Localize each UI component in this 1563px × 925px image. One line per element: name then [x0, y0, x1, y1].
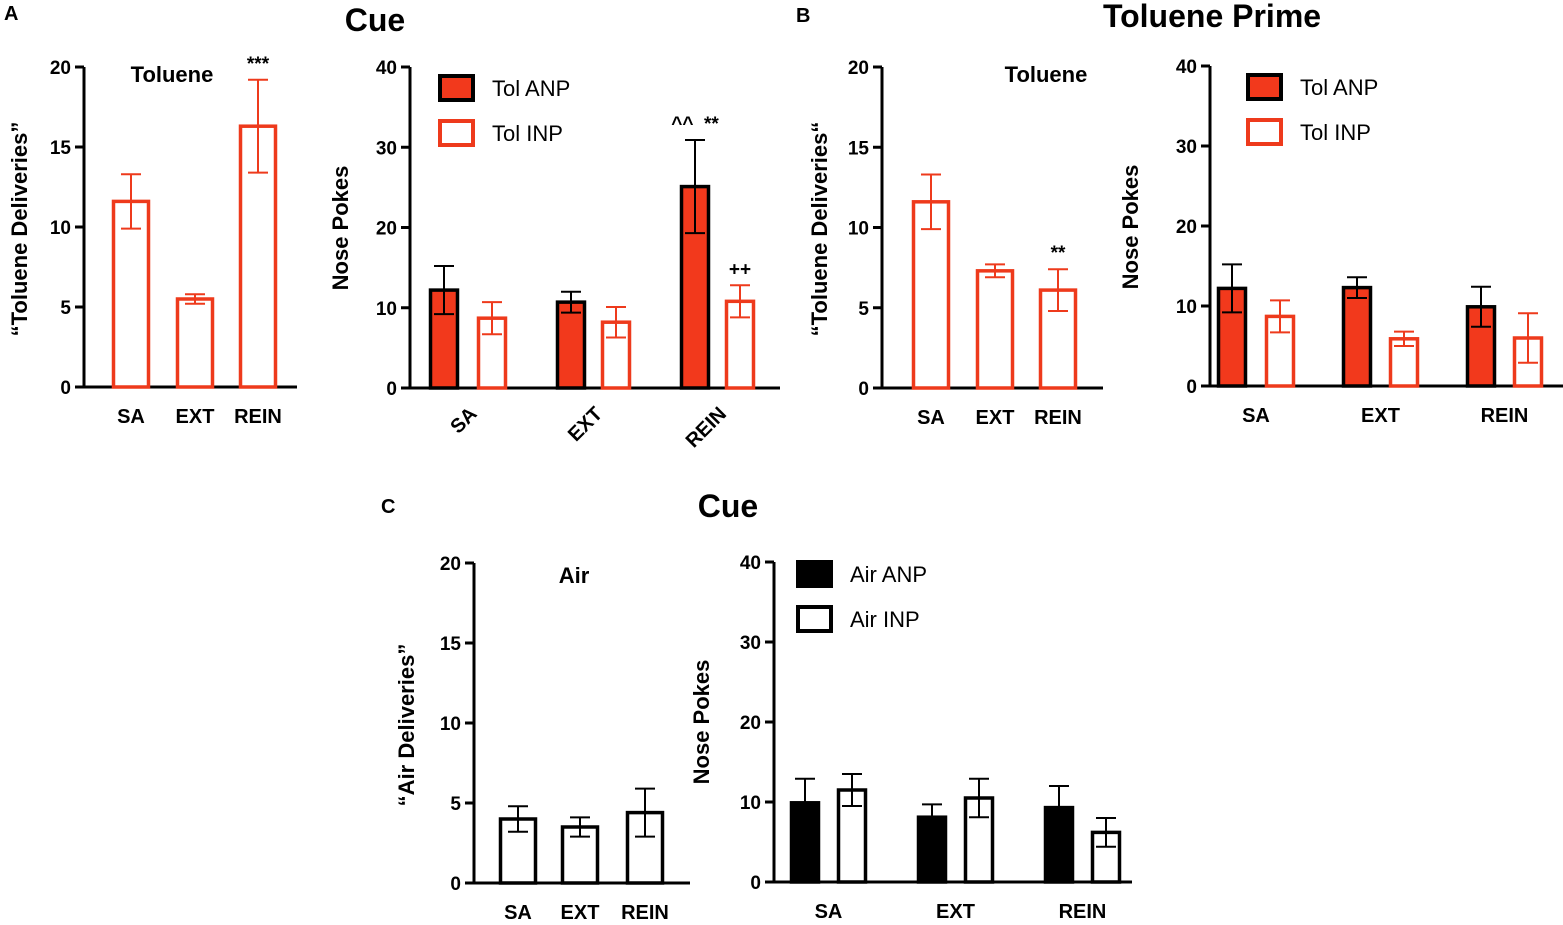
y-tick-label: 10: [740, 793, 761, 814]
x-category-label: EXT: [936, 901, 975, 923]
bar-tol-anp: [1341, 285, 1373, 388]
x-category-label: REIN: [1481, 405, 1529, 427]
bar-tol-anp: [555, 300, 587, 390]
y-tick-label: 10: [440, 714, 461, 735]
x-category-label: SA: [815, 901, 843, 923]
bar-toluene: [175, 297, 215, 389]
bar-toluene: [111, 199, 151, 389]
y-tick-label: 30: [740, 633, 761, 654]
y-tick-label: 40: [1176, 57, 1197, 78]
legend-swatch: [1246, 118, 1283, 146]
y-tick-label: 0: [60, 378, 71, 399]
y-tick-label: 20: [440, 554, 461, 575]
x-category-label: SA: [446, 403, 481, 438]
significance-annotation: ***: [247, 54, 270, 75]
y-tick-label: 10: [50, 218, 71, 239]
group-title-c: Cue: [698, 488, 758, 524]
x-category-label: REIN: [1059, 901, 1107, 923]
y-tick-label: 15: [848, 138, 870, 159]
y-tick-label: 0: [858, 379, 869, 400]
chart-c1: 0 5 10 15 20 “Air Deliveries” Air SA EXT REIN: [394, 554, 690, 924]
y-tick-label: 40: [740, 553, 761, 574]
x-category-label: REIN: [234, 406, 282, 428]
y-tick-label: 0: [750, 873, 761, 894]
y-tick-label: 20: [1176, 217, 1197, 238]
y-axis-label: “Toluene Deliveries“: [807, 122, 832, 337]
legend-label: Tol INP: [492, 121, 563, 146]
chart-title: Air: [559, 563, 590, 588]
x-category-label: EXT: [976, 407, 1015, 429]
significance-annotation: ^^ **: [671, 114, 719, 135]
group-title-b: Toluene Prime: [1103, 0, 1321, 34]
y-tick-label: 10: [376, 299, 397, 320]
y-tick-label: 30: [376, 138, 397, 159]
group-title-a: Cue: [345, 2, 405, 38]
y-tick-label: 20: [376, 219, 397, 240]
chart-title: Toluene: [131, 62, 214, 87]
bar-toluene: [975, 269, 1015, 390]
legend-label: Tol INP: [1300, 120, 1371, 145]
charts-layer: 0 5 10 15 20 “Toluene Deliveries” Toluene SA EXT…: [7, 54, 1563, 924]
y-axis-label: “Air Deliveries”: [394, 644, 419, 807]
y-tick-label: 5: [60, 298, 71, 319]
y-tick-label: 10: [848, 219, 869, 240]
x-category-label: SA: [917, 407, 945, 429]
x-category-label: SA: [504, 902, 532, 924]
y-axis-label: Nose Pokes: [1118, 165, 1143, 290]
legend-label: Air ANP: [850, 562, 927, 587]
y-tick-label: 20: [740, 713, 761, 734]
chart-b1: 0 5 10 15 20 “Toluene Deliveries“ Toluene SA EXT…: [807, 58, 1103, 429]
significance-annotation: **: [1051, 243, 1066, 264]
y-tick-label: 40: [376, 58, 397, 79]
y-tick-label: 20: [50, 58, 71, 79]
legend-swatch: [438, 119, 475, 147]
legend-swatch: [796, 605, 833, 633]
legend-swatch: [438, 74, 475, 102]
legend-label: Air INP: [850, 607, 920, 632]
chart-a2: 0 10 20 30 40 Nose Pokes SA EXT REIN ^^ ** ++ Tol A…: [328, 58, 780, 452]
y-tick-label: 0: [450, 874, 461, 895]
y-axis-label: Nose Pokes: [328, 166, 353, 291]
chart-a1: 0 5 10 15 20 “Toluene Deliveries” Toluene SA EXT…: [7, 54, 297, 428]
x-category-label: EXT: [564, 403, 607, 446]
y-axis-label: Nose Pokes: [689, 660, 714, 785]
legend-label: Tol ANP: [1300, 75, 1378, 100]
panel-label-a: A: [4, 3, 18, 25]
x-category-label: EXT: [176, 406, 215, 428]
chart-c2: 0 10 20 30 40 Nose Pokes SA EXT REIN Air ANP Air I…: [689, 553, 1132, 923]
x-category-label: SA: [117, 406, 145, 428]
legend-swatch: [1246, 73, 1283, 101]
legend-swatch: [796, 560, 833, 588]
y-tick-label: 5: [450, 794, 461, 815]
x-category-label: REIN: [682, 403, 731, 452]
x-category-label: REIN: [1034, 407, 1082, 429]
y-tick-label: 30: [1176, 137, 1197, 158]
y-tick-label: 0: [386, 379, 397, 400]
y-tick-label: 10: [1176, 297, 1197, 318]
significance-annotation: ++: [729, 259, 751, 280]
y-tick-label: 5: [858, 299, 869, 320]
x-category-label: REIN: [621, 902, 669, 924]
x-category-label: EXT: [561, 902, 600, 924]
legend-label: Tol ANP: [492, 76, 570, 101]
y-tick-label: 15: [440, 634, 462, 655]
chart-title: Toluene: [1005, 62, 1088, 87]
chart-b2: 0 10 20 30 40 Nose Pokes SA EXT REIN Tol ANP Tol I…: [1118, 57, 1563, 427]
y-axis-label: “Toluene Deliveries”: [7, 122, 32, 337]
bar-toluene: [911, 200, 951, 390]
panel-label-c: C: [381, 496, 395, 518]
x-category-label: SA: [1242, 405, 1270, 427]
x-category-label: EXT: [1361, 405, 1400, 427]
y-tick-label: 15: [50, 138, 72, 159]
y-tick-label: 20: [848, 58, 869, 79]
y-tick-label: 0: [1186, 377, 1197, 398]
panel-label-b: B: [796, 5, 810, 27]
